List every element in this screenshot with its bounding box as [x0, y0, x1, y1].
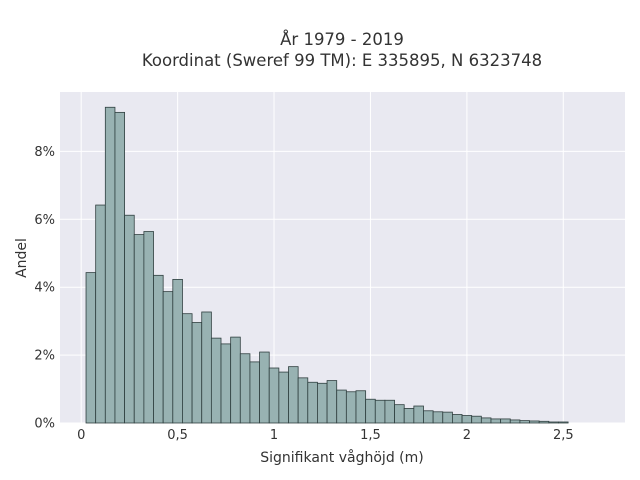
histogram-bar [317, 382, 328, 424]
y-axis-label: Andel [14, 238, 30, 278]
histogram-bar [403, 408, 415, 424]
histogram-bar [288, 366, 299, 424]
histogram-bar [297, 377, 309, 424]
histogram-bar [394, 404, 405, 424]
x-tick-label: 0 [77, 428, 85, 443]
histogram-bar [452, 414, 463, 424]
histogram-bar [182, 313, 193, 424]
histogram-bar [172, 278, 183, 424]
histogram-bar [345, 391, 357, 424]
bars [85, 106, 569, 424]
histogram-bar [326, 380, 338, 424]
x-tick-label: 1,5 [360, 428, 381, 443]
histogram-bar [558, 421, 569, 424]
y-tick-label: 2% [34, 349, 55, 364]
histogram-bar [461, 415, 473, 424]
histogram-bar [519, 420, 530, 424]
histogram-bar [384, 399, 395, 424]
histogram-bar [278, 371, 289, 424]
y-tick-label: 6% [34, 213, 55, 228]
histogram-bar [259, 351, 270, 424]
histogram-bar [365, 398, 376, 424]
x-tick-label: 1 [270, 428, 278, 443]
y-tick-label: 0% [34, 417, 55, 432]
histogram-bar [548, 421, 559, 424]
histogram-bar [423, 410, 434, 424]
histogram-bar [509, 419, 521, 424]
histogram-bar [230, 336, 241, 424]
histogram-bar [500, 418, 511, 424]
histogram-bar [432, 411, 444, 424]
histogram-bar [95, 204, 106, 424]
histogram-bar [85, 272, 97, 424]
histogram-bar [307, 381, 318, 424]
histogram-bar [220, 343, 232, 424]
histogram-bar [538, 420, 550, 424]
histogram-bar [210, 337, 222, 424]
histogram-bar [143, 231, 154, 424]
histogram-bar [529, 420, 540, 424]
x-tick-labels: 0 0,5 1 1,5 2 2,5 [77, 428, 574, 443]
x-tick-label: 2,5 [553, 428, 574, 443]
chart-title-line-2: Koordinat (Sweref 99 TM): E 335895, N 63… [142, 51, 542, 70]
histogram-bar [442, 411, 453, 424]
histogram-bar [201, 311, 212, 424]
histogram-bar [480, 417, 492, 424]
histogram-bar [336, 389, 347, 424]
histogram-bar [355, 390, 367, 424]
histogram-bar [162, 291, 174, 424]
histogram-bar [153, 274, 164, 424]
x-tick-label: 2 [463, 428, 471, 443]
histogram-bar [133, 234, 145, 424]
histogram-bar [490, 418, 502, 424]
histogram-bar [124, 214, 135, 424]
x-axis-label: Signifikant våghöjd (m) [260, 449, 423, 466]
histogram-bar [413, 405, 424, 424]
chart-title-line-1: År 1979 - 2019 [280, 30, 404, 49]
y-tick-label: 4% [34, 281, 55, 296]
x-tick-label: 0,5 [167, 428, 188, 443]
histogram-bar [239, 353, 251, 424]
histogram-bar [471, 415, 482, 424]
histogram-bar [268, 367, 280, 424]
y-tick-labels: 0% 2% 4% 6% 8% [34, 145, 55, 432]
histogram-bar [104, 106, 116, 424]
y-tick-label: 8% [34, 145, 55, 160]
histogram-bar [249, 361, 260, 424]
histogram-bar [191, 322, 203, 424]
histogram-bar [114, 111, 125, 424]
histogram-bar [374, 399, 386, 424]
